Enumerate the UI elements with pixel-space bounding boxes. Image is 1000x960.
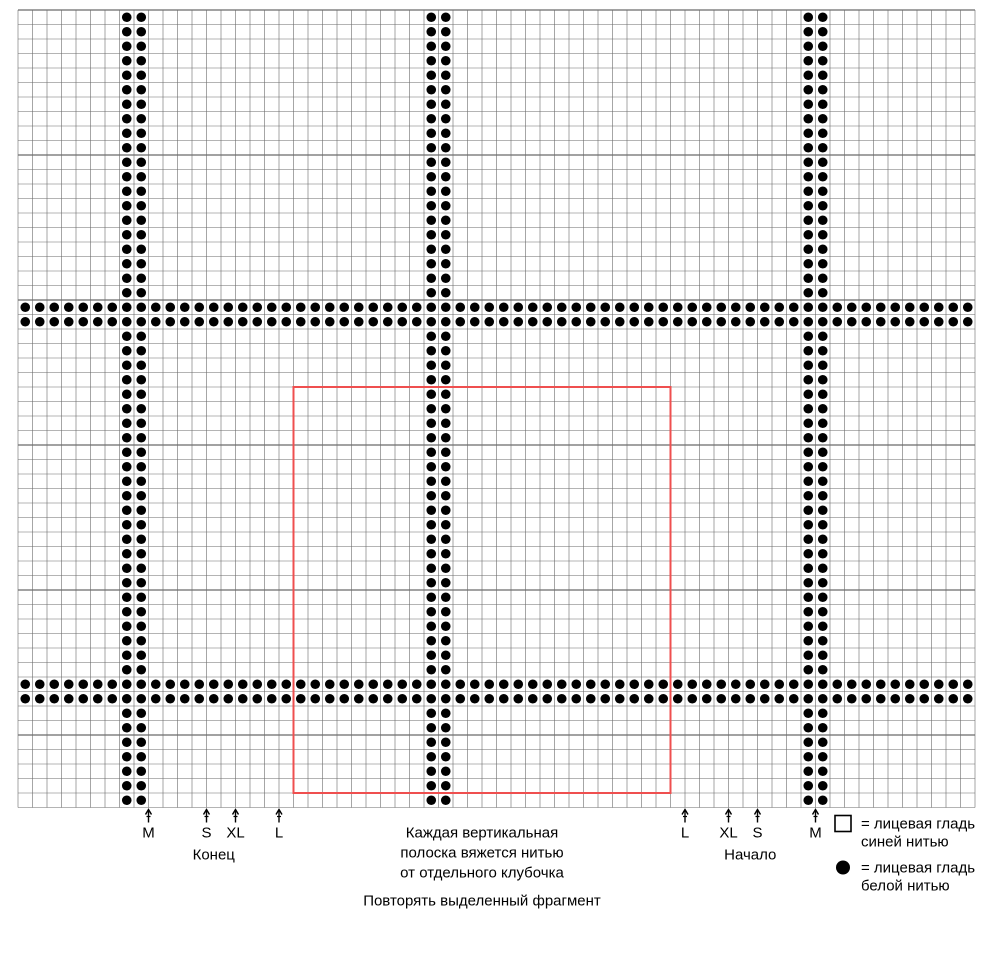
- size-label: S: [752, 825, 762, 842]
- size-label: XL: [719, 825, 737, 842]
- size-label: S: [201, 825, 211, 842]
- size-label: M: [809, 825, 822, 842]
- legend-square-icon: [835, 816, 851, 832]
- legend: = лицевая гладьсиней нитью= лицевая глад…: [835, 816, 975, 895]
- size-label: L: [275, 825, 283, 842]
- size-label: M: [142, 825, 155, 842]
- left-group-label: Конец: [193, 847, 236, 864]
- size-label: XL: [226, 825, 244, 842]
- caption-line: полоска вяжется нитью: [400, 845, 563, 862]
- size-label: L: [681, 825, 689, 842]
- legend-text: = лицевая гладь: [861, 816, 975, 833]
- caption-line: Повторять выделенный фрагмент: [363, 893, 601, 910]
- caption-line: от отдельного клубочка: [400, 865, 564, 882]
- legend-circle-icon: [836, 861, 850, 875]
- legend-text: = лицевая гладь: [861, 860, 975, 877]
- caption-line: Каждая вертикальная: [406, 825, 558, 842]
- legend-text: синей нитью: [861, 834, 949, 851]
- knitting-chart-svg: M S XL L L XL S M Конец Начало Каждая вертикальная…: [0, 0, 1000, 960]
- right-group-label: Начало: [724, 847, 776, 864]
- legend-text: белой нитью: [861, 878, 950, 895]
